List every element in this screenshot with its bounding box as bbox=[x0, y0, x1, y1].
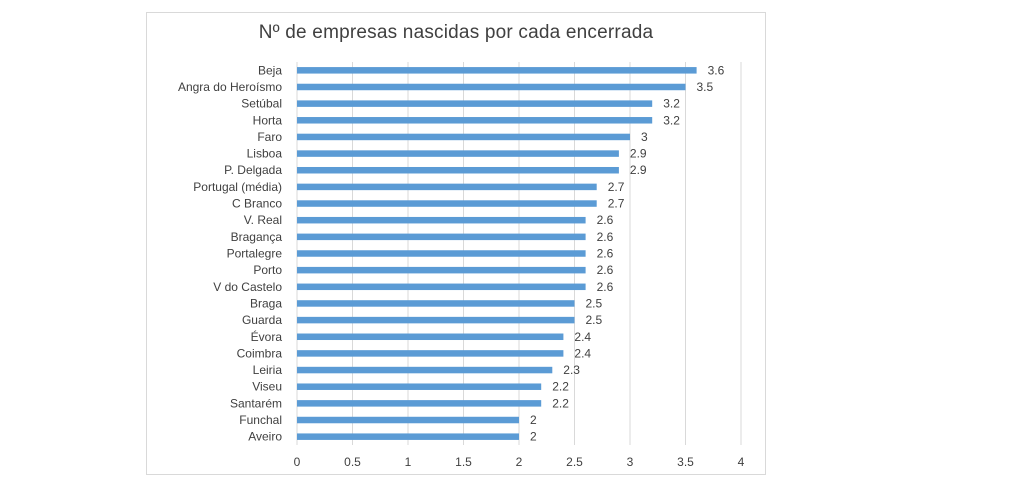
chart-title: Nº de empresas nascidas por cada encerra… bbox=[258, 22, 654, 43]
value-label: 3.5 bbox=[697, 80, 714, 94]
value-label: 2.6 bbox=[597, 213, 614, 227]
x-tick-label: 1 bbox=[405, 455, 412, 469]
value-label: 2.6 bbox=[597, 280, 614, 294]
category-label: Setúbal bbox=[241, 97, 282, 111]
bar bbox=[297, 316, 575, 324]
bar bbox=[297, 133, 630, 141]
category-label: Lisboa bbox=[247, 147, 283, 161]
category-label: Viseu bbox=[252, 380, 282, 394]
category-label: Bragança bbox=[231, 230, 283, 244]
value-label: 2.7 bbox=[608, 180, 625, 194]
category-label: Portalegre bbox=[227, 247, 283, 261]
value-label: 2.5 bbox=[586, 296, 603, 310]
bar bbox=[297, 100, 653, 107]
value-label: 2 bbox=[530, 413, 537, 427]
bar bbox=[297, 250, 586, 257]
value-labels: 3.6 3.5 3.2 3.2 3 2.9 2.9 2.7 2.7 2.6 2.6 2.6 2.6 2.6… bbox=[530, 63, 725, 443]
value-label: 3.2 bbox=[663, 113, 680, 127]
value-label: 2.4 bbox=[574, 330, 591, 344]
category-label: Angra do Heroísmo bbox=[178, 80, 282, 94]
category-label: Coimbra bbox=[237, 346, 283, 360]
bar bbox=[297, 300, 575, 307]
value-label: 2.7 bbox=[608, 197, 625, 211]
value-label: 2.9 bbox=[630, 147, 647, 161]
value-label: 2.6 bbox=[597, 230, 614, 244]
bar bbox=[297, 266, 586, 274]
category-labels: Beja Angra do Heroísmo Setúbal Horta Faro Lis… bbox=[178, 63, 282, 443]
bar bbox=[297, 233, 586, 241]
value-label: 2.6 bbox=[597, 247, 614, 261]
value-label: 2.4 bbox=[574, 346, 591, 360]
bar bbox=[297, 117, 653, 124]
category-label: Santarém bbox=[230, 396, 282, 410]
x-tick-label: 3.5 bbox=[677, 455, 694, 469]
value-label: 3 bbox=[641, 130, 648, 144]
category-label: Faro bbox=[257, 130, 282, 144]
bar bbox=[297, 83, 686, 91]
bar bbox=[297, 383, 542, 390]
bar bbox=[297, 67, 697, 74]
value-label: 2.2 bbox=[552, 396, 569, 410]
value-label: 2.6 bbox=[597, 263, 614, 277]
category-label: Braga bbox=[250, 296, 282, 310]
bar bbox=[297, 333, 564, 341]
category-label: V do Castelo bbox=[213, 280, 282, 294]
category-label: Beja bbox=[258, 63, 282, 77]
x-tick-label: 0 bbox=[294, 455, 301, 469]
x-tick-label: 1.5 bbox=[455, 455, 472, 469]
x-tick-labels: 0 0.5 1 1.5 2 2.5 3 3.5 4 bbox=[294, 455, 745, 469]
bars bbox=[297, 67, 697, 440]
x-tick-label: 3 bbox=[627, 455, 634, 469]
category-label: C Branco bbox=[232, 197, 282, 211]
bar bbox=[297, 183, 597, 191]
bar bbox=[297, 433, 519, 440]
category-label: Horta bbox=[253, 113, 283, 127]
value-label: 2.3 bbox=[563, 363, 580, 377]
category-label: Guarda bbox=[242, 313, 282, 327]
x-tick-label: 0.5 bbox=[344, 455, 361, 469]
category-label: V. Real bbox=[244, 213, 282, 227]
x-tick-label: 4 bbox=[738, 455, 745, 469]
bar bbox=[297, 283, 586, 291]
bar bbox=[297, 366, 553, 374]
category-label: Portugal (média) bbox=[193, 180, 282, 194]
category-label: P. Delgada bbox=[224, 163, 282, 177]
x-tick-label: 2.5 bbox=[566, 455, 583, 469]
category-label: Aveiro bbox=[248, 430, 282, 444]
bar bbox=[297, 400, 542, 407]
bar bbox=[297, 150, 619, 157]
value-label: 2.2 bbox=[552, 380, 569, 394]
bar bbox=[297, 216, 586, 224]
bar bbox=[297, 166, 619, 174]
x-tick-label: 2 bbox=[516, 455, 523, 469]
value-label: 2.9 bbox=[630, 163, 647, 177]
category-label: Leiria bbox=[253, 363, 283, 377]
value-label: 3.2 bbox=[663, 97, 680, 111]
bar bbox=[297, 416, 519, 424]
bar bbox=[297, 200, 597, 207]
value-label: 3.6 bbox=[708, 63, 725, 77]
category-label: Évora bbox=[251, 329, 283, 344]
bar bbox=[297, 350, 564, 357]
category-label: Funchal bbox=[239, 413, 282, 427]
category-label: Porto bbox=[253, 263, 282, 277]
value-label: 2 bbox=[530, 430, 537, 444]
value-label: 2.5 bbox=[586, 313, 603, 327]
